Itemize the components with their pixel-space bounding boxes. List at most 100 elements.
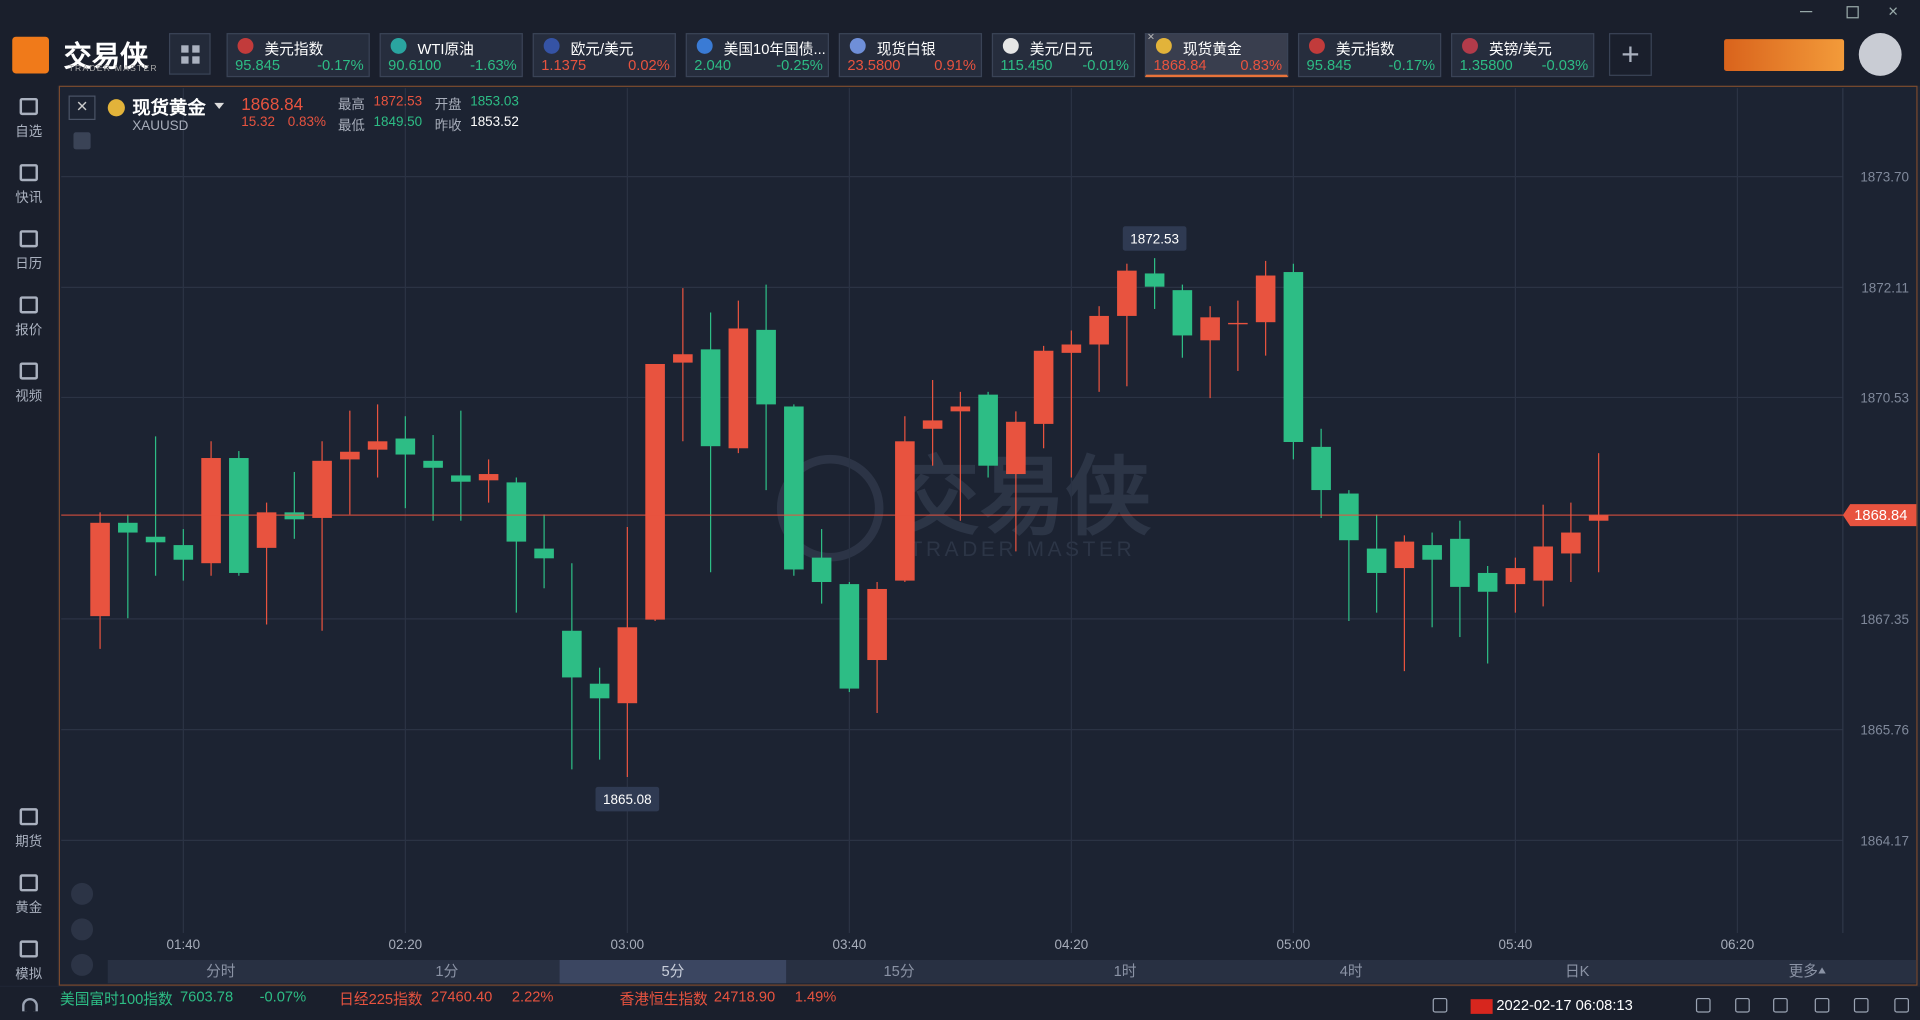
ticker-name: WTI原油 bbox=[417, 40, 474, 58]
ticker-item[interactable]: 美元指数 95.845 -0.17% bbox=[226, 33, 370, 78]
ticker-item[interactable]: WTI原油 90.6100 -1.63% bbox=[379, 33, 523, 78]
status-tool-icon[interactable] bbox=[1695, 997, 1711, 1013]
candle-body bbox=[423, 460, 443, 468]
ticker-item[interactable]: 英镑/美元 1.35800 -0.03% bbox=[1451, 33, 1595, 78]
timeframe-button[interactable]: 分时 bbox=[206, 962, 236, 980]
sidebar-icon[interactable] bbox=[19, 296, 38, 314]
y-tick-label: 1873.70 bbox=[1860, 170, 1909, 185]
status-tool-icon[interactable] bbox=[1735, 997, 1750, 1013]
sidebar-icon[interactable] bbox=[19, 230, 38, 248]
ticker-item[interactable]: 美元指数 95.845 -0.17% bbox=[1297, 33, 1442, 78]
ticker-icon bbox=[1308, 37, 1325, 54]
sidebar-label[interactable]: 日历 bbox=[15, 257, 43, 272]
ticker-price: 90.6100 bbox=[388, 56, 442, 74]
index-change: 1.49% bbox=[794, 988, 837, 1006]
close-button[interactable]: × bbox=[1888, 1, 1899, 21]
stat-label: 开盘 bbox=[434, 97, 462, 113]
candle-body bbox=[145, 536, 166, 543]
status-tool-icon[interactable] bbox=[1894, 997, 1909, 1013]
sidebar-label[interactable]: 快讯 bbox=[15, 191, 43, 206]
ticker-close[interactable]: × bbox=[1147, 30, 1155, 45]
sidebar-icon[interactable] bbox=[19, 874, 38, 892]
timeframe-button[interactable]: 更多 bbox=[1788, 962, 1818, 980]
chart-tool-button[interactable] bbox=[71, 918, 94, 941]
sidebar-label[interactable]: 期货 bbox=[15, 835, 43, 850]
timeframe-button[interactable]: 1时 bbox=[1113, 962, 1137, 980]
candle-body bbox=[1061, 344, 1082, 353]
y-tick-label: 1865.76 bbox=[1860, 723, 1909, 738]
instrument-change-pct: 0.83% bbox=[287, 115, 326, 130]
candle-body bbox=[90, 522, 110, 617]
ticker-item[interactable]: 美国10年国债... 2.040 -0.25% bbox=[685, 33, 829, 78]
index-value: 24718.90 bbox=[713, 988, 776, 1006]
candle-body bbox=[1422, 545, 1442, 560]
candle-body bbox=[617, 627, 638, 704]
ticker-item[interactable]: 美元/日元 115.450 -0.01% bbox=[991, 33, 1136, 78]
y-tick-label: 1872.11 bbox=[1861, 280, 1909, 295]
ticker-item[interactable]: 现货白银 23.5800 0.91% bbox=[838, 33, 983, 78]
candle-body bbox=[1200, 317, 1220, 341]
y-tick-label: 1867.35 bbox=[1860, 612, 1909, 627]
ticker-icon bbox=[390, 37, 407, 54]
more-arrow bbox=[1818, 967, 1826, 974]
download-banner[interactable] bbox=[1724, 39, 1845, 72]
x-tick-label: 06:20 bbox=[1721, 937, 1755, 952]
sidebar-label[interactable]: 模拟 bbox=[15, 967, 43, 983]
sidebar-icon[interactable] bbox=[19, 808, 38, 826]
ticker-price: 115.450 bbox=[1000, 56, 1053, 74]
sidebar-label[interactable]: 自选 bbox=[15, 124, 43, 140]
timeframe-button[interactable]: 15分 bbox=[883, 962, 915, 980]
sidebar-icon[interactable] bbox=[19, 97, 38, 116]
candle-body bbox=[256, 512, 277, 548]
candle-body bbox=[340, 451, 360, 460]
avatar[interactable] bbox=[1858, 33, 1902, 76]
support-icon[interactable] bbox=[22, 997, 38, 1012]
close-chart-button[interactable]: × bbox=[68, 95, 96, 121]
ticker-change: -0.25% bbox=[776, 56, 823, 74]
x-tick-label: 05:00 bbox=[1277, 937, 1311, 952]
timeframe-button[interactable]: 1分 bbox=[435, 962, 459, 980]
grid-button[interactable] bbox=[168, 33, 211, 75]
status-tool-icon[interactable] bbox=[1432, 997, 1448, 1013]
candle-body bbox=[478, 474, 499, 481]
dropdown-caret[interactable] bbox=[214, 102, 225, 109]
sidebar-label[interactable]: 报价 bbox=[15, 323, 43, 338]
ticker-name: 英镑/美元 bbox=[1488, 40, 1552, 58]
chart-tool-button[interactable] bbox=[71, 953, 94, 976]
status-tool-icon[interactable] bbox=[1853, 997, 1869, 1013]
sidebar-label[interactable]: 视频 bbox=[15, 389, 43, 405]
candle-body bbox=[284, 512, 305, 520]
last-price-tag bbox=[1842, 504, 1917, 527]
sidebar-icon[interactable] bbox=[19, 362, 38, 380]
candle-body bbox=[562, 630, 582, 678]
index-name: 香港恒生指数 bbox=[619, 990, 708, 1008]
sidebar-icon[interactable] bbox=[19, 940, 38, 958]
candle-body bbox=[867, 588, 887, 661]
y-tick-label: 1864.17 bbox=[1860, 833, 1909, 848]
timeframe-button[interactable]: 日K bbox=[1564, 962, 1590, 980]
instrument-icon bbox=[107, 99, 125, 117]
chart-tool-button[interactable] bbox=[71, 882, 94, 905]
collapse-button[interactable] bbox=[73, 132, 91, 150]
ticker-item[interactable]: 欧元/美元 1.1375 0.02% bbox=[532, 33, 676, 78]
ticker-item[interactable]: 现货黄金 1868.84 0.83% × bbox=[1144, 30, 1289, 78]
candle-body bbox=[1144, 273, 1165, 287]
ticker-price: 95.845 bbox=[235, 56, 281, 74]
minimize-button[interactable] bbox=[1800, 11, 1813, 13]
timeframe-button[interactable]: 4时 bbox=[1339, 962, 1363, 980]
timeframe-button[interactable]: 5分 bbox=[559, 960, 786, 984]
sidebar-icon[interactable] bbox=[19, 164, 38, 182]
ticker-icon bbox=[1462, 37, 1478, 54]
candle-body bbox=[756, 329, 776, 405]
ticker-change: 0.91% bbox=[934, 56, 976, 74]
instrument-name[interactable]: 现货黄金 bbox=[132, 97, 206, 119]
status-bar: 美国富时100指数 7603.78 -0.07% 日经225指数 27460.40 2.2… bbox=[0, 986, 1920, 1020]
add-button[interactable]: + bbox=[1608, 33, 1652, 76]
sidebar-label[interactable]: 黄金 bbox=[15, 901, 43, 916]
x-tick-label: 03:00 bbox=[611, 937, 645, 952]
candle-body bbox=[1089, 315, 1109, 345]
status-tool-icon[interactable] bbox=[1814, 997, 1830, 1013]
status-tool-icon[interactable] bbox=[1773, 997, 1788, 1013]
candle-body bbox=[978, 394, 998, 466]
restore-button[interactable] bbox=[1846, 6, 1859, 19]
